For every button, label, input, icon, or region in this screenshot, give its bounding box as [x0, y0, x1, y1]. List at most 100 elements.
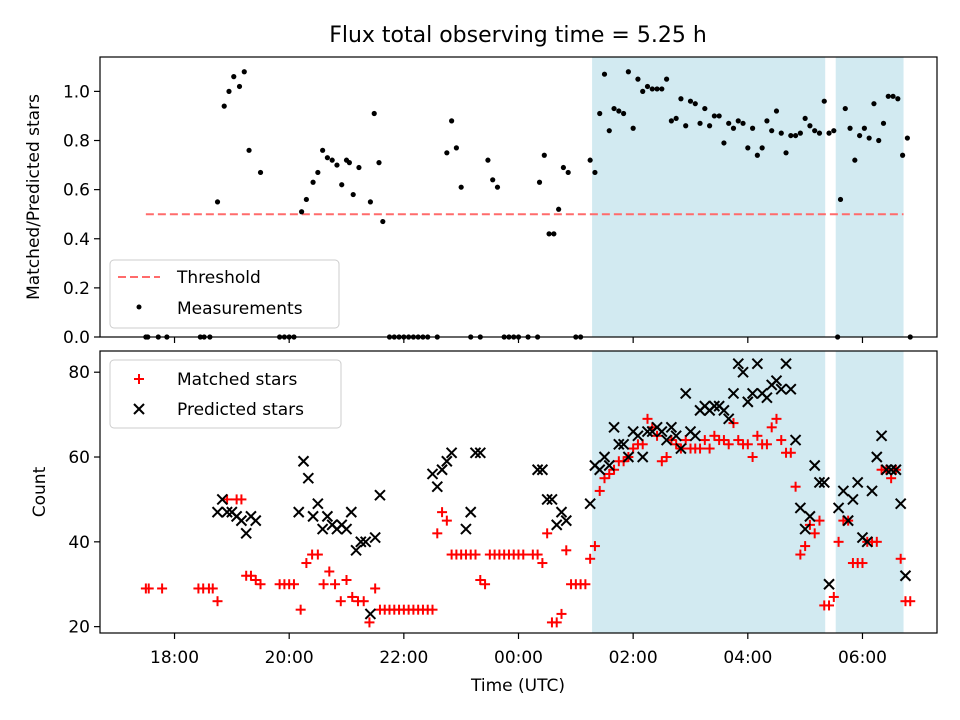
- predicted-star-point: [813, 476, 826, 489]
- measurement-point: [597, 110, 603, 117]
- predicted-star-point-b: [899, 570, 912, 582]
- predicted-star-point-b: [689, 430, 701, 442]
- predicted-star-point-b: [355, 536, 367, 548]
- predicted-star-point: [555, 506, 568, 518]
- predicted-star-point: [235, 514, 248, 527]
- predicted-star-point-b: [560, 514, 572, 527]
- predicted-star-point: [441, 455, 453, 467]
- measurement-point: [812, 128, 818, 134]
- measurement-point: [726, 120, 732, 126]
- matched-star-point: [470, 549, 481, 560]
- predicted-star-point-b: [670, 430, 682, 442]
- measurement-point: [788, 132, 794, 139]
- bottom-y-tick-label: 80: [68, 363, 90, 383]
- matched-star-point: [295, 604, 306, 615]
- predicted-star-point-b: [871, 451, 883, 463]
- measurement-point: [759, 145, 765, 151]
- matched-star-point: [585, 553, 596, 564]
- measurement-point: [560, 164, 567, 171]
- predicted-star-point-b: [708, 400, 721, 412]
- predicted-star-point: [531, 464, 544, 476]
- predicted-star-point: [775, 383, 787, 395]
- measurement-point: [730, 125, 737, 131]
- predicted-star-point-b: [675, 442, 687, 455]
- predicted-star-point: [780, 358, 792, 370]
- predicted-star-point: [598, 451, 611, 463]
- predicted-star-point-b: [369, 531, 381, 544]
- predicted-star-point-b: [813, 476, 826, 489]
- matched-star-point: [432, 528, 443, 539]
- measurement-point: [773, 108, 780, 114]
- bottom-observing-span: [592, 351, 826, 633]
- matched-star-point: [556, 608, 567, 619]
- predicted-star-point: [613, 438, 625, 451]
- measurement-point: [371, 110, 377, 117]
- predicted-star-point: [541, 493, 553, 506]
- measurement-point: [592, 169, 598, 176]
- bottom-x-ticks: 18:00 20:00 22:00 00:00 02:00 04:00 06:00: [150, 633, 887, 668]
- predicted-star-point: [369, 531, 381, 544]
- bottom-y-ticks: 20 40 60 80: [68, 363, 100, 638]
- measurement-point: [616, 108, 622, 114]
- measurement-point: [339, 182, 345, 188]
- measurement-point: [871, 101, 877, 107]
- measurement-point: [797, 130, 803, 136]
- predicted-star-point-b: [541, 493, 553, 506]
- predicted-star-point-b: [531, 464, 544, 476]
- predicted-star-point-b: [436, 464, 448, 476]
- predicted-star-point: [751, 358, 764, 370]
- measurement-point: [792, 132, 799, 139]
- predicted-star-point-b: [302, 472, 315, 484]
- measurement-point: [654, 86, 660, 92]
- measurement-point: [625, 69, 631, 75]
- predicted-star-point: [770, 374, 783, 387]
- predicted-star-point-b: [837, 485, 850, 497]
- predicted-star-point: [465, 506, 477, 518]
- predicted-star-point-b: [680, 387, 692, 400]
- measurement-point: [721, 140, 727, 146]
- measurement-point: [356, 164, 362, 171]
- x-tick-label: 18:00: [150, 648, 199, 668]
- measurement-point: [485, 157, 491, 163]
- matched-star-point: [642, 413, 653, 424]
- predicted-star-point: [216, 493, 229, 506]
- measurement-point: [842, 105, 848, 112]
- predicted-star-point-b: [240, 527, 252, 540]
- predicted-star-point-b: [890, 464, 902, 476]
- predicted-star-point: [732, 358, 744, 370]
- predicted-star-point: [632, 430, 644, 442]
- predicted-star-point-b: [345, 506, 357, 518]
- predicted-star-point-b: [617, 438, 630, 451]
- chart-title: Flux total observing time = 5.25 h: [329, 23, 707, 48]
- top-y-ticks: 0.0 0.2 0.4 0.6 0.8 1.0: [63, 82, 100, 348]
- measurement-point: [214, 199, 221, 205]
- matched-star-point: [364, 617, 375, 628]
- predicted-star-point: [617, 438, 630, 451]
- predicted-star-point: [637, 451, 649, 463]
- predicted-star-point-b: [751, 358, 764, 370]
- predicted-star-point: [804, 510, 816, 523]
- predicted-star-point-b: [746, 387, 759, 400]
- matched-star-point: [761, 439, 772, 450]
- predicted-star-point-b: [808, 459, 821, 472]
- measurement-point: [324, 155, 331, 161]
- matched-star-point: [207, 583, 218, 594]
- top-y-tick-label: 0.0: [63, 328, 90, 348]
- predicted-star-point: [584, 497, 596, 510]
- predicted-star-point: [221, 506, 233, 518]
- measurement-point: [367, 199, 374, 205]
- predicted-star-point: [660, 434, 673, 446]
- predicted-star-point: [746, 387, 759, 400]
- predicted-star-point-b: [885, 464, 897, 476]
- measurement-point: [816, 130, 823, 136]
- matched-star-point: [212, 596, 223, 607]
- measurement-point: [847, 125, 853, 131]
- predicted-star-point-b: [307, 510, 319, 523]
- measurement-point: [735, 118, 741, 124]
- predicted-star-point: [293, 506, 305, 518]
- predicted-star-point-b: [359, 536, 372, 548]
- predicted-star-point: [608, 421, 620, 434]
- predicted-star-point-b: [737, 366, 749, 378]
- bottom-y-tick-label: 40: [68, 533, 90, 553]
- matched-star-point: [785, 447, 796, 458]
